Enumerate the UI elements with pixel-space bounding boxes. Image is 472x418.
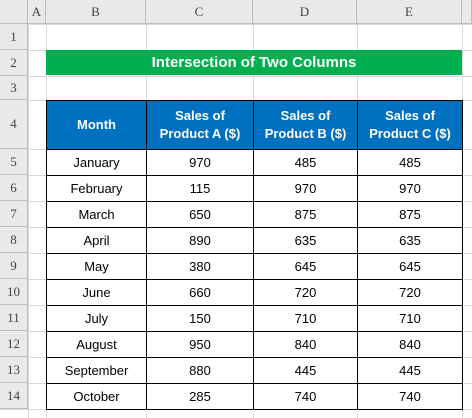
table-header-cell[interactable]: Sales of Product A ($) (146, 100, 254, 150)
table-cell[interactable]: 445 (357, 357, 463, 384)
table-cell[interactable]: February (46, 175, 147, 202)
table-cell[interactable]: 645 (253, 253, 358, 280)
row-header[interactable]: 9 (0, 253, 28, 279)
table-cell[interactable]: 645 (357, 253, 463, 280)
column-header[interactable]: C (146, 0, 253, 24)
table-cell[interactable]: 635 (253, 227, 358, 254)
table-cell[interactable]: 150 (146, 305, 254, 332)
table-cell[interactable]: 880 (146, 357, 254, 384)
column-header (462, 0, 472, 24)
table-cell[interactable]: April (46, 227, 147, 254)
row-header[interactable]: 12 (0, 331, 28, 357)
table-cell[interactable]: March (46, 201, 147, 228)
row-header[interactable]: 4 (0, 100, 28, 149)
corner (0, 0, 28, 24)
table-cell[interactable]: 660 (146, 279, 254, 306)
column-header[interactable]: A (28, 0, 46, 24)
table-header-cell[interactable]: Month (46, 100, 147, 150)
table-header-cell[interactable]: Sales of Product B ($) (253, 100, 358, 150)
title-banner: Intersection of Two Columns (46, 50, 462, 75)
table-header-cell[interactable]: Sales of Product C ($) (357, 100, 463, 150)
table-cell[interactable]: July (46, 305, 147, 332)
row-header[interactable]: 13 (0, 357, 28, 383)
table-cell[interactable]: 720 (357, 279, 463, 306)
row-header[interactable]: 1 (0, 24, 28, 50)
table-cell[interactable]: 840 (253, 331, 358, 358)
grid-line (0, 76, 472, 77)
table-cell[interactable]: 635 (357, 227, 463, 254)
row-header[interactable]: 2 (0, 50, 28, 76)
table-cell[interactable]: September (46, 357, 147, 384)
table-cell[interactable]: 970 (146, 149, 254, 176)
column-header[interactable]: D (253, 0, 357, 24)
table-cell[interactable]: 710 (357, 305, 463, 332)
table-cell[interactable]: 285 (146, 383, 254, 410)
table-cell[interactable]: 650 (146, 201, 254, 228)
row-header[interactable]: 8 (0, 227, 28, 253)
grid-line (0, 24, 472, 25)
table-cell[interactable]: January (46, 149, 147, 176)
table-cell[interactable]: 970 (253, 175, 358, 202)
table-cell[interactable]: May (46, 253, 147, 280)
table-cell[interactable]: 380 (146, 253, 254, 280)
row-header[interactable]: 5 (0, 149, 28, 175)
row-header[interactable]: 3 (0, 76, 28, 100)
row-header[interactable]: 6 (0, 175, 28, 201)
table-cell[interactable]: 720 (253, 279, 358, 306)
table-cell[interactable]: June (46, 279, 147, 306)
table-cell[interactable]: 875 (253, 201, 358, 228)
table-cell[interactable]: 875 (357, 201, 463, 228)
table-cell[interactable]: 740 (253, 383, 358, 410)
table-cell[interactable]: 485 (357, 149, 463, 176)
table-cell[interactable]: 890 (146, 227, 254, 254)
table-cell[interactable]: 840 (357, 331, 463, 358)
table-cell[interactable]: 485 (253, 149, 358, 176)
table-cell[interactable]: 970 (357, 175, 463, 202)
column-header[interactable]: E (357, 0, 462, 24)
table-cell[interactable]: 115 (146, 175, 254, 202)
table-cell[interactable]: 710 (253, 305, 358, 332)
row-header[interactable]: 14 (0, 383, 28, 409)
row-header[interactable]: 7 (0, 201, 28, 227)
table-cell[interactable]: October (46, 383, 147, 410)
table-cell[interactable]: 950 (146, 331, 254, 358)
row-header[interactable]: 10 (0, 279, 28, 305)
grid-line (28, 24, 29, 418)
table-cell[interactable]: 740 (357, 383, 463, 410)
column-header[interactable]: B (46, 0, 146, 24)
row-header[interactable]: 11 (0, 305, 28, 331)
table-cell[interactable]: August (46, 331, 147, 358)
table-cell[interactable]: 445 (253, 357, 358, 384)
